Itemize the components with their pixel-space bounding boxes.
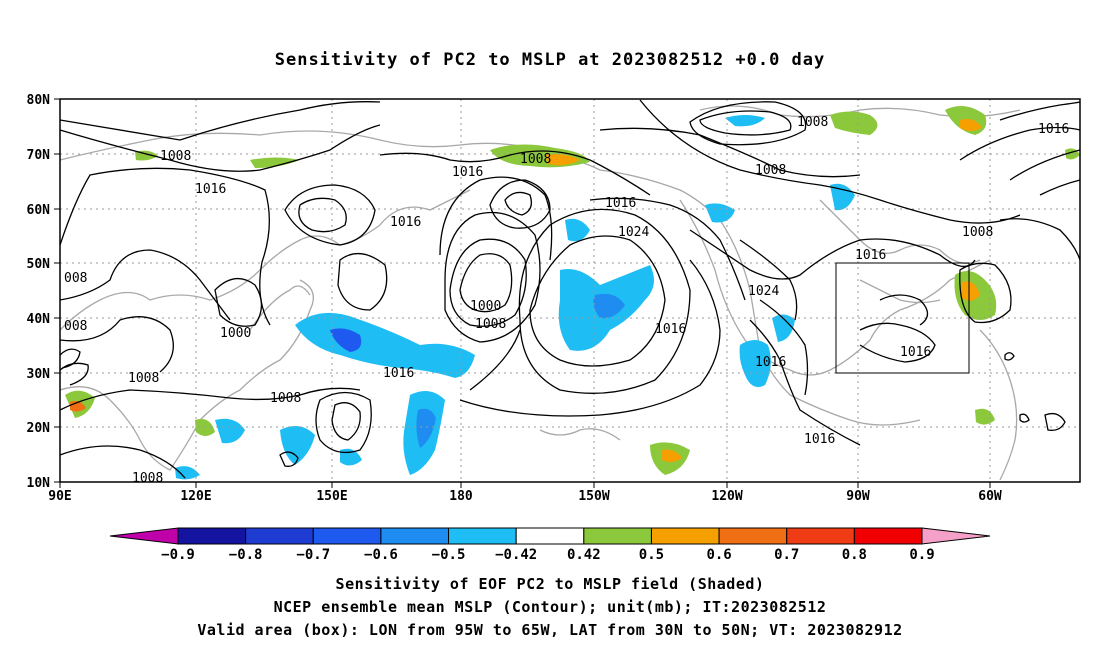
contour-label: 1008 [270, 391, 301, 406]
colorbar-swatch [650, 527, 720, 545]
colorbar-tick-label: 0.6 [706, 547, 731, 563]
lat-tick-label: 10N [27, 476, 51, 491]
lon-tick-label: 120W [711, 489, 742, 504]
colorbar-swatch [515, 527, 585, 545]
shade-mid-blue-patch [593, 293, 625, 319]
positive-sensitivity-patches [65, 106, 1080, 475]
shade-blue-patch [565, 218, 590, 242]
contour-label: 1016 [383, 366, 414, 381]
contour-label: 008 [64, 319, 87, 334]
lat-tick-label: 60N [27, 203, 51, 218]
colorbar-swatch [380, 527, 450, 545]
lon-labels: 90E 120E 150E 180 150W 120W 90W 60W [48, 489, 1002, 504]
mslp-contours [59, 99, 1081, 479]
lat-tick-label: 30N [27, 367, 51, 382]
contour-label: 1008 [128, 371, 159, 386]
lon-tick-label: 90E [48, 489, 71, 504]
contour-label: 1008 [475, 317, 506, 332]
shade-orange-patch [545, 154, 580, 166]
valid-area-box [835, 262, 970, 374]
colorbar-tick-label: −0.42 [495, 547, 537, 563]
lon-axis [59, 482, 991, 488]
contour-label: 1008 [160, 149, 191, 164]
contour-label: 1008 [132, 471, 163, 486]
lat-tick-label: 20N [27, 421, 51, 436]
lat-axis [54, 98, 60, 483]
contour-label: 1000 [470, 299, 501, 314]
contour-label: 1016 [655, 322, 686, 337]
contour-label: 1008 [797, 115, 828, 130]
colorbar-tick-label: 0.9 [909, 547, 934, 563]
shade-blue-patch [280, 426, 315, 465]
colorbar-tick-label: −0.6 [364, 547, 398, 563]
contour-label: 1008 [520, 152, 551, 167]
colorbar-swatch [177, 527, 247, 545]
shade-blue-patch [772, 314, 795, 342]
sensitivity-shading [65, 106, 1080, 480]
lon-tick-label: 180 [449, 489, 473, 504]
colorbar-tick-label: 0.8 [842, 547, 867, 563]
lon-tick-label: 150E [316, 489, 347, 504]
shade-blue-patch [725, 115, 765, 127]
colorbar: −0.9 −0.8 −0.7 −0.6 −0.5 −0.42 0.42 0.5 0.6 0.7 0.… [109, 527, 991, 563]
shade-orange-patch [662, 449, 682, 463]
contour-label: 1016 [195, 182, 226, 197]
colorbar-tick-label: 0.42 [567, 547, 601, 563]
contour-label: 1016 [605, 196, 636, 211]
contour-label: 1008 [962, 225, 993, 240]
caption-line-2: NCEP ensemble mean MSLP (Contour); unit(… [273, 598, 827, 616]
shade-orange-patch [960, 119, 982, 131]
shade-dark-blue-patch [330, 328, 362, 352]
colorbar-tick-label: −0.9 [161, 547, 195, 563]
contour-label: 008 [64, 271, 87, 286]
colorbar-tick-label: −0.7 [296, 547, 330, 563]
colorbar-tick-label: −0.5 [432, 547, 466, 563]
colorbar-swatch [853, 527, 923, 545]
colorbar-min-arrow [109, 527, 179, 545]
contour-label: 1016 [390, 215, 421, 230]
lon-tick-label: 150W [578, 489, 609, 504]
colorbar-tick-label: 0.7 [774, 547, 799, 563]
shade-green-patch [250, 157, 300, 168]
shade-orange-patch [962, 281, 980, 301]
shade-blue-patch [215, 418, 245, 444]
contour-label: 1008 [755, 163, 786, 178]
contour-label: 1016 [804, 432, 835, 447]
contour-label: 1016 [900, 345, 931, 360]
lat-tick-label: 50N [27, 257, 51, 272]
colorbar-swatch [448, 527, 517, 545]
lat-tick-label: 70N [27, 148, 51, 163]
lon-tick-label: 120E [180, 489, 211, 504]
map-frame [59, 98, 1081, 483]
contour-label: 1024 [748, 284, 779, 299]
colorbar-max-arrow [921, 527, 991, 545]
lat-tick-label: 80N [27, 93, 51, 108]
map-title: Sensitivity of PC2 to MSLP at 2023082512… [274, 50, 826, 70]
colorbar-swatch [312, 527, 382, 545]
colorbar-tick-label: 0.5 [639, 547, 664, 563]
contour-label: 1024 [618, 225, 649, 240]
contour-label: 1016 [1038, 122, 1069, 137]
lon-tick-label: 90W [846, 489, 870, 504]
colorbar-swatch [583, 527, 652, 545]
caption-line-1: Sensitivity of EOF PC2 to MSLP field (Sh… [335, 575, 765, 593]
colorbar-swatch [786, 527, 855, 545]
contour-label: 1000 [220, 326, 251, 341]
lat-tick-label: 40N [27, 312, 51, 327]
shade-blue-patch [175, 466, 200, 480]
contour-label: 1016 [755, 355, 786, 370]
negative-sensitivity-patches [175, 115, 855, 480]
shade-mid-blue-patch [416, 408, 436, 448]
caption-line-3: Valid area (box): LON from 95W to 65W, L… [197, 621, 903, 639]
shade-green-patch [830, 111, 878, 135]
lat-labels: 80N 70N 60N 50N 40N 30N 20N 10N [27, 93, 51, 491]
lon-tick-label: 60W [978, 489, 1002, 504]
colorbar-tick-label: −0.8 [229, 547, 263, 563]
contour-label: 1016 [855, 248, 886, 263]
colorbar-swatch [718, 527, 788, 545]
colorbar-swatch [245, 527, 314, 545]
shade-blue-patch [739, 340, 771, 388]
contour-label: 1016 [452, 165, 483, 180]
